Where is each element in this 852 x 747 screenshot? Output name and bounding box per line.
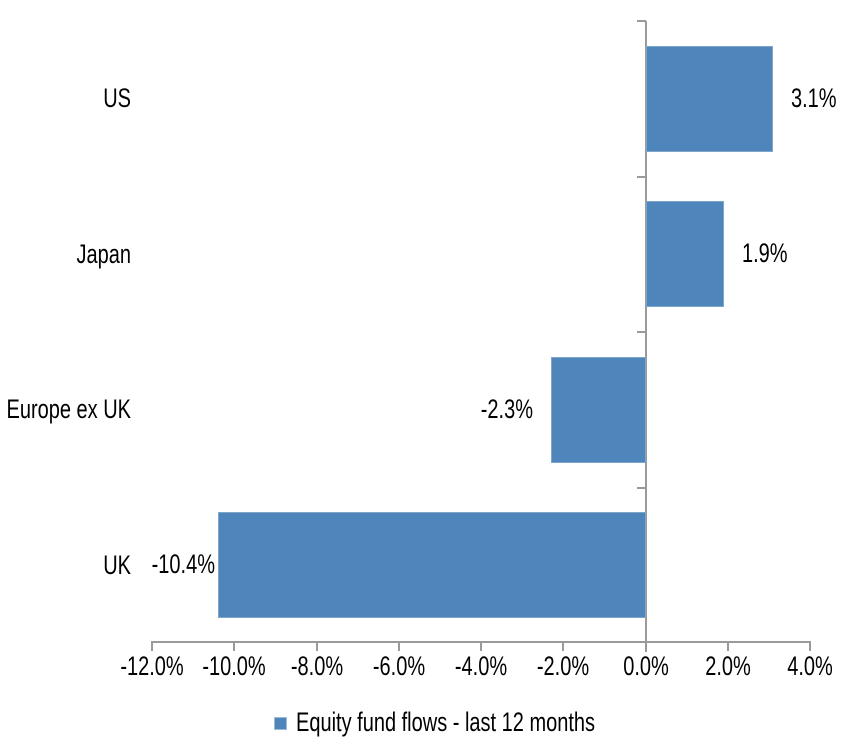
legend: Equity fund flows - last 12 months (274, 708, 595, 738)
x-tick--2.0% (562, 643, 564, 651)
x-tick-label: -6.0% (339, 652, 459, 682)
x-tick-2.0% (727, 643, 729, 651)
category-label-japan-text: Japan (76, 240, 132, 270)
x-tick-label: -10.0% (174, 652, 294, 682)
data-label-uk-text: -10.4% (151, 550, 215, 580)
x-tick-label: -8.0% (257, 652, 377, 682)
bar-us (646, 46, 773, 152)
category-boundary-tick (637, 20, 646, 22)
data-label-europe-ex-uk-text: -2.3% (480, 395, 533, 425)
category-label-japan: Japan (0, 177, 132, 333)
category-boundary-tick (637, 487, 646, 489)
x-tick--10.0% (233, 643, 235, 651)
legend-swatch (274, 716, 287, 730)
x-tick-label-text: -2.0% (536, 652, 590, 682)
x-tick-label-text: -10.0% (202, 652, 266, 682)
category-boundary-tick (637, 176, 646, 178)
category-label-us: US (0, 21, 131, 177)
x-tick-label-text: -4.0% (454, 652, 508, 682)
x-tick-label: -12.0% (92, 652, 212, 682)
category-label-uk-text: UK (103, 551, 131, 581)
bar-uk (218, 512, 646, 618)
data-label-japan: 1.9% (742, 201, 788, 307)
x-tick-label-text: 0.0% (623, 652, 669, 682)
bar-japan (646, 201, 724, 307)
x-tick-label-text: -8.0% (290, 652, 344, 682)
category-label-uk: UK (0, 488, 131, 644)
value-axis-line (151, 641, 811, 643)
x-tick-label: -2.0% (503, 652, 623, 682)
data-label-japan-text: 1.9% (742, 239, 788, 269)
category-label-us-text: US (103, 84, 131, 114)
x-tick-label: 4.0% (750, 652, 852, 682)
x-tick--4.0% (480, 643, 482, 651)
x-tick--8.0% (316, 643, 318, 651)
category-label-europe-ex-uk-text: Europe ex UK (6, 395, 131, 425)
data-label-us: 3.1% (791, 46, 837, 152)
x-tick--12.0% (151, 643, 153, 651)
data-label-us-text: 3.1% (791, 84, 837, 114)
data-label-europe-ex-uk: -2.3% (481, 357, 533, 463)
data-label-uk: -10.4% (152, 512, 215, 618)
legend-label: Equity fund flows - last 12 months (296, 708, 596, 738)
x-tick-label-text: -12.0% (120, 652, 184, 682)
x-tick-label-text: 2.0% (705, 652, 751, 682)
x-tick-0.0% (645, 643, 647, 651)
x-tick-label: 2.0% (668, 652, 788, 682)
x-tick-4.0% (809, 643, 811, 651)
x-tick-label: -4.0% (421, 652, 541, 682)
category-label-europe-ex-uk: Europe ex UK (0, 332, 131, 488)
x-tick--6.0% (398, 643, 400, 651)
x-tick-label-text: -6.0% (372, 652, 426, 682)
x-tick-label-text: 4.0% (787, 652, 833, 682)
bar-europe-ex-uk (551, 357, 646, 463)
category-axis-line (645, 21, 647, 652)
category-boundary-tick (637, 331, 646, 333)
x-tick-label: 0.0% (586, 652, 706, 682)
